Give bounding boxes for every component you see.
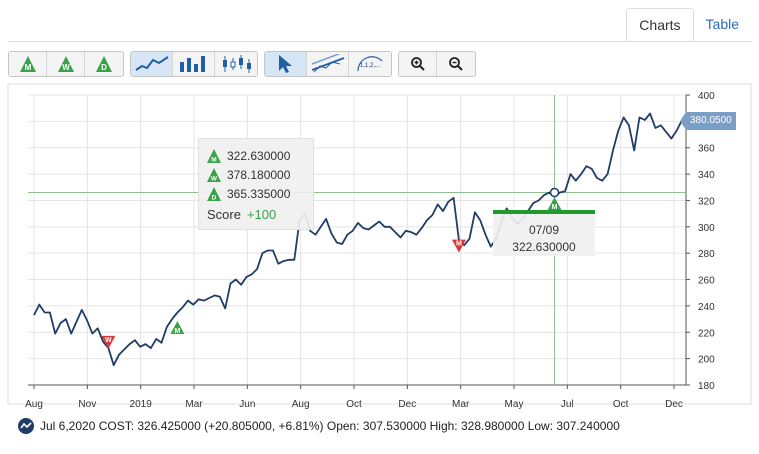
y-tick-label: 400	[698, 91, 715, 102]
y-tick-label: 360	[698, 144, 715, 155]
sell-signal-marker	[451, 239, 466, 253]
fibonacci-button[interactable]: 1,1,2,...	[349, 52, 391, 76]
chart-frame	[7, 83, 752, 405]
zoom-out-button[interactable]	[437, 52, 475, 76]
y-tick-label: 260	[698, 276, 715, 287]
line-chart-button[interactable]	[131, 52, 173, 76]
crosshair-value: 322.630000	[512, 240, 576, 254]
toolbar-panel	[8, 41, 751, 78]
daily-buy-icon: D	[207, 186, 221, 201]
fib-label: 1,1,2,...	[360, 63, 380, 69]
tooltip-row-weekly: W 378.180000	[207, 165, 305, 184]
monthly-buy-icon: M	[207, 148, 221, 163]
y-tick-label: 180	[698, 381, 715, 392]
status-text: Jul 6,2020 COST: 326.425000 (+20.805000,…	[40, 419, 620, 433]
price-chart[interactable]: 180200220240260280300320340360380400AugN…	[0, 82, 759, 412]
zoom-out-icon	[449, 57, 463, 71]
zoom-in-button[interactable]	[399, 52, 437, 76]
y-tick-label: 220	[698, 328, 715, 339]
svg-text:W: W	[62, 63, 70, 72]
x-tick-label: Jun	[239, 399, 255, 410]
monthly-m-icon: M	[19, 56, 36, 72]
last-price-tag: 380.0500	[680, 112, 736, 130]
status-bar: Jul 6,2020 COST: 326.425000 (+20.805000,…	[18, 416, 620, 436]
score-line: Score +100	[207, 207, 305, 222]
trendline-button[interactable]	[307, 52, 349, 76]
price-series-line	[33, 112, 683, 367]
tab-table[interactable]: Table	[705, 16, 739, 32]
series-line-icon	[18, 418, 34, 434]
x-tick-label: Oct	[613, 399, 629, 410]
pointer-button[interactable]	[265, 52, 307, 76]
zoom-button-group	[398, 51, 476, 77]
monthly-button[interactable]: M	[9, 52, 47, 76]
buy-signal-letter: M	[552, 204, 558, 211]
y-tick-label: 240	[698, 302, 715, 313]
svg-text:M: M	[24, 63, 31, 72]
daily-button[interactable]: D	[85, 52, 123, 76]
svg-text:D: D	[101, 63, 107, 72]
svg-text:M: M	[211, 156, 216, 163]
view-tabs: Charts Table	[626, 8, 751, 42]
x-tick-label: Jul	[561, 399, 574, 410]
tooltip-row-monthly: M 322.630000	[207, 146, 305, 165]
daily-d-icon: D	[96, 56, 112, 72]
tooltip-value-weekly: 378.180000	[227, 167, 291, 182]
fibonacci-icon: 1,1,2,...	[357, 56, 383, 72]
candlestick-chart-button[interactable]	[215, 52, 257, 76]
x-tick-label: Aug	[292, 399, 310, 410]
y-tick-label: 340	[698, 170, 715, 181]
signal-tooltip: M 322.630000 W 378.180000 D 365.335000 S…	[198, 138, 314, 230]
x-tick-label: May	[505, 399, 524, 410]
x-tick-label: 2019	[130, 399, 153, 410]
zoom-in-icon	[410, 57, 425, 71]
score-label: Score	[207, 207, 241, 222]
tooltip-value-daily: 365.335000	[227, 186, 291, 201]
y-tick-label: 320	[698, 196, 715, 207]
buy-signal-letter: M	[174, 328, 180, 335]
trendline-icon	[311, 54, 344, 73]
bar-chart-button[interactable]	[173, 52, 215, 76]
buy-signal-marker	[547, 197, 562, 211]
tab-charts[interactable]: Charts	[626, 8, 694, 42]
y-tick-label: 280	[698, 249, 715, 260]
x-tick-label: Dec	[398, 399, 416, 410]
weekly-buy-icon: W	[207, 167, 221, 182]
x-tick-label: Oct	[346, 399, 362, 410]
chart-toolbar: M W D 1,1,2,...	[8, 51, 476, 77]
chart-type-button-group	[130, 51, 258, 77]
period-button-group: M W D	[8, 51, 124, 77]
x-tick-label: Dec	[665, 399, 683, 410]
score-value: +100	[246, 207, 277, 222]
x-tick-label: Aug	[25, 399, 43, 410]
line-chart-icon	[134, 56, 169, 71]
buy-signal-marker	[170, 321, 185, 334]
crosshair-date: 07/09	[528, 223, 560, 237]
sell-signal-letter: M	[456, 241, 462, 248]
y-tick-label: 300	[698, 223, 715, 234]
weekly-button[interactable]: W	[47, 52, 85, 76]
sell-signal-marker	[101, 335, 116, 349]
svg-text:W: W	[211, 175, 218, 182]
x-tick-label: Mar	[185, 399, 203, 410]
weekly-w-icon: W	[57, 56, 74, 72]
sell-signal-letter: W	[105, 337, 112, 344]
crosshair-point	[549, 187, 560, 198]
pointer-icon	[278, 55, 292, 73]
bar-chart-icon	[179, 56, 205, 72]
tooltip-value-monthly: 322.630000	[227, 148, 291, 163]
y-tick-label: 200	[698, 355, 715, 366]
drawing-tools-group: 1,1,2,...	[264, 51, 392, 77]
candlestick-chart-icon	[223, 55, 251, 73]
svg-text:D: D	[212, 194, 217, 201]
x-tick-label: Mar	[452, 399, 470, 410]
crosshair-readout: 07/09 322.630000	[493, 210, 595, 256]
x-tick-label: Nov	[78, 399, 96, 410]
tooltip-row-daily: D 365.335000	[207, 184, 305, 203]
